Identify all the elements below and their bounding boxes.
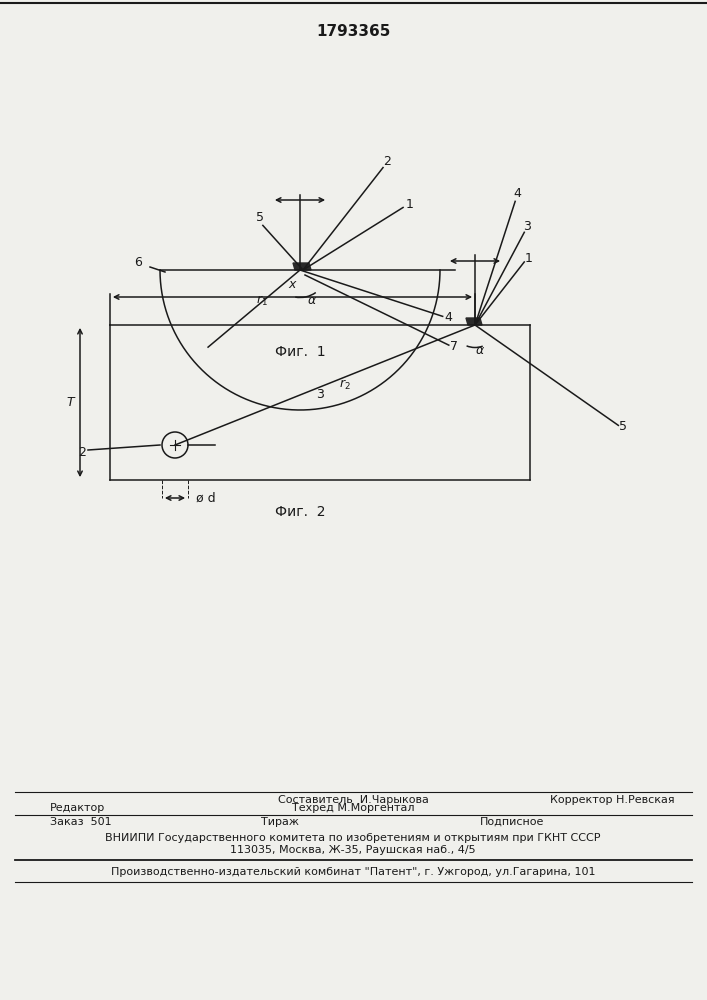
- Text: Редактор: Редактор: [50, 803, 105, 813]
- Text: $\alpha$: $\alpha$: [475, 344, 485, 357]
- Text: 1793365: 1793365: [316, 24, 390, 39]
- Text: 4: 4: [513, 187, 521, 200]
- Text: 7: 7: [450, 340, 458, 353]
- Text: 3: 3: [523, 220, 531, 233]
- Text: Составитель  И.Чарыкова: Составитель И.Чарыкова: [278, 795, 428, 805]
- Text: 2: 2: [78, 446, 86, 460]
- Text: Производственно-издательский комбинат "Патент", г. Ужгород, ул.Гагарина, 101: Производственно-издательский комбинат "П…: [111, 867, 595, 877]
- Polygon shape: [466, 318, 482, 325]
- Text: Тираж: Тираж: [261, 817, 299, 827]
- Text: 3: 3: [316, 388, 324, 401]
- Text: ВНИИПИ Государственного комитета по изобретениям и открытиям при ГКНТ СССР: ВНИИПИ Государственного комитета по изоб…: [105, 833, 601, 843]
- Text: Фиг.  2: Фиг. 2: [275, 505, 325, 519]
- Text: Заказ  501: Заказ 501: [50, 817, 112, 827]
- Text: 4: 4: [445, 311, 452, 324]
- Text: Подписное: Подписное: [480, 817, 544, 827]
- Text: Корректор Н.Ревская: Корректор Н.Ревская: [550, 795, 674, 805]
- Text: Техред М.Моргентал: Техред М.Моргентал: [292, 803, 414, 813]
- Text: Фиг.  1: Фиг. 1: [275, 345, 325, 359]
- Text: 1: 1: [406, 198, 414, 211]
- Text: x: x: [289, 278, 296, 292]
- Polygon shape: [293, 263, 311, 270]
- Text: 2: 2: [382, 155, 391, 168]
- Text: 113035, Москва, Ж-35, Раушская наб., 4/5: 113035, Москва, Ж-35, Раушская наб., 4/5: [230, 845, 476, 855]
- Text: $r_1$: $r_1$: [256, 294, 268, 308]
- Text: 5: 5: [255, 211, 264, 224]
- Text: ø d: ø d: [196, 491, 216, 504]
- Text: $r_2$: $r_2$: [339, 378, 351, 392]
- Text: T: T: [66, 396, 74, 409]
- Text: 5: 5: [619, 420, 627, 433]
- Text: 1: 1: [525, 252, 532, 265]
- Text: $\alpha$: $\alpha$: [307, 294, 317, 306]
- Text: 6: 6: [134, 255, 142, 268]
